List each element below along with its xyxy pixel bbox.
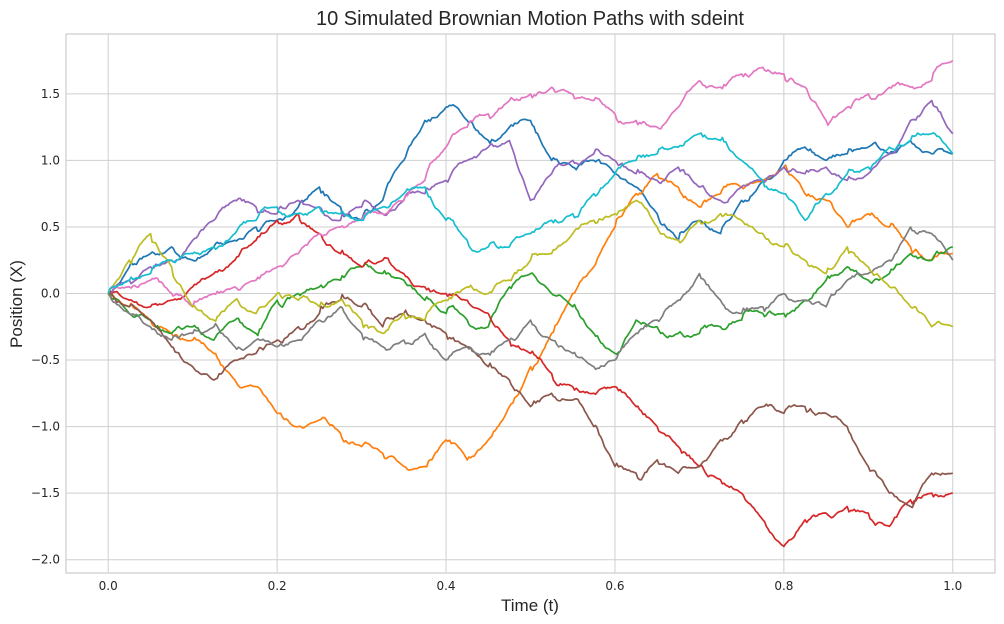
x-tick-label: 0.4 bbox=[436, 579, 455, 593]
x-tick-label: 0.6 bbox=[605, 579, 624, 593]
series-line-7 bbox=[107, 59, 954, 308]
series-layer bbox=[107, 59, 954, 548]
x-tick-label: 0.8 bbox=[774, 579, 793, 593]
y-tick-label: −1.0 bbox=[31, 420, 60, 434]
series-line-8 bbox=[107, 226, 954, 371]
chart-title: 10 Simulated Brownian Motion Paths with … bbox=[316, 8, 744, 30]
x-tick-label: 1.0 bbox=[943, 579, 962, 593]
y-tick-labels: −2.0 −1.5 −1.0 −0.5 0.0 0.5 1.0 1.5 bbox=[31, 87, 60, 567]
y-tick-label: 0.5 bbox=[41, 220, 60, 234]
series-line-4 bbox=[107, 212, 953, 548]
series-line-2 bbox=[107, 164, 953, 471]
series-line-5 bbox=[108, 99, 954, 295]
series-line-6 bbox=[108, 292, 953, 509]
x-gridlines bbox=[107, 34, 954, 573]
series-line-9 bbox=[107, 199, 954, 335]
series-line-10 bbox=[107, 132, 954, 294]
y-axis-label: Position (X) bbox=[7, 260, 26, 348]
plot-area bbox=[65, 33, 996, 574]
x-axis-label: Time (t) bbox=[501, 596, 559, 615]
x-tick-labels: 0.0 0.2 0.4 0.6 0.8 1.0 bbox=[99, 579, 963, 593]
y-tick-label: −2.0 bbox=[31, 553, 60, 567]
y-tick-label: 1.5 bbox=[41, 87, 60, 101]
y-tick-label: −0.5 bbox=[31, 353, 60, 367]
x-tick-label: 0.0 bbox=[99, 579, 118, 593]
y-tick-label: 0.0 bbox=[41, 287, 60, 301]
series-line-1 bbox=[107, 104, 953, 297]
x-tick-label: 0.2 bbox=[268, 579, 287, 593]
y-tick-label: 1.0 bbox=[41, 153, 60, 167]
y-tick-label: −1.5 bbox=[31, 486, 60, 500]
series-line-3 bbox=[107, 246, 953, 356]
